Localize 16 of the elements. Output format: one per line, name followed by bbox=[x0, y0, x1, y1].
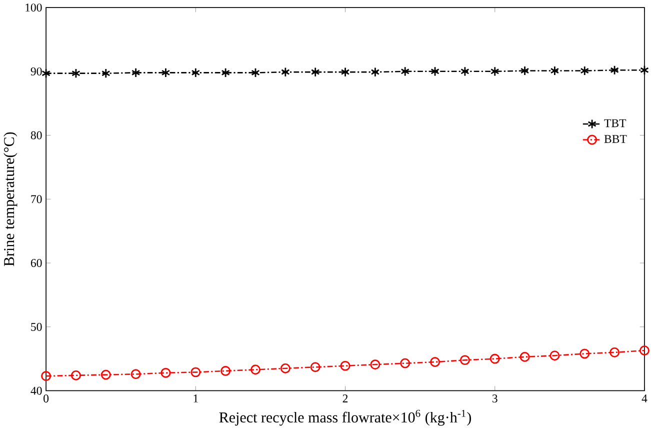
x-tick-label: 2 bbox=[342, 394, 348, 402]
y-tick-label: 80 bbox=[30, 131, 42, 140]
x-tick-label: 0 bbox=[44, 394, 49, 402]
y-tick-label: 90 bbox=[30, 67, 42, 76]
legend-label: BBT bbox=[604, 135, 627, 143]
legend-label: TBT bbox=[604, 119, 626, 128]
y-tick-label: 60 bbox=[30, 258, 42, 267]
y-tick-label: 50 bbox=[31, 322, 42, 331]
x-tick-label: 4 bbox=[642, 394, 648, 402]
x-tick-label: 1 bbox=[194, 394, 198, 402]
y-tick-label: 100 bbox=[26, 3, 42, 12]
y-tick-label: 40 bbox=[30, 386, 42, 395]
x-axis-title: Reject recycle mass flowrate×10$^{6}$ (kg·h$^{-1}$) bbox=[219, 410, 471, 426]
y-tick-label: 70 bbox=[31, 195, 42, 204]
y-axis-title: Brine temperature(°C) bbox=[4, 132, 18, 266]
x-tick-label: 3 bbox=[492, 394, 498, 402]
